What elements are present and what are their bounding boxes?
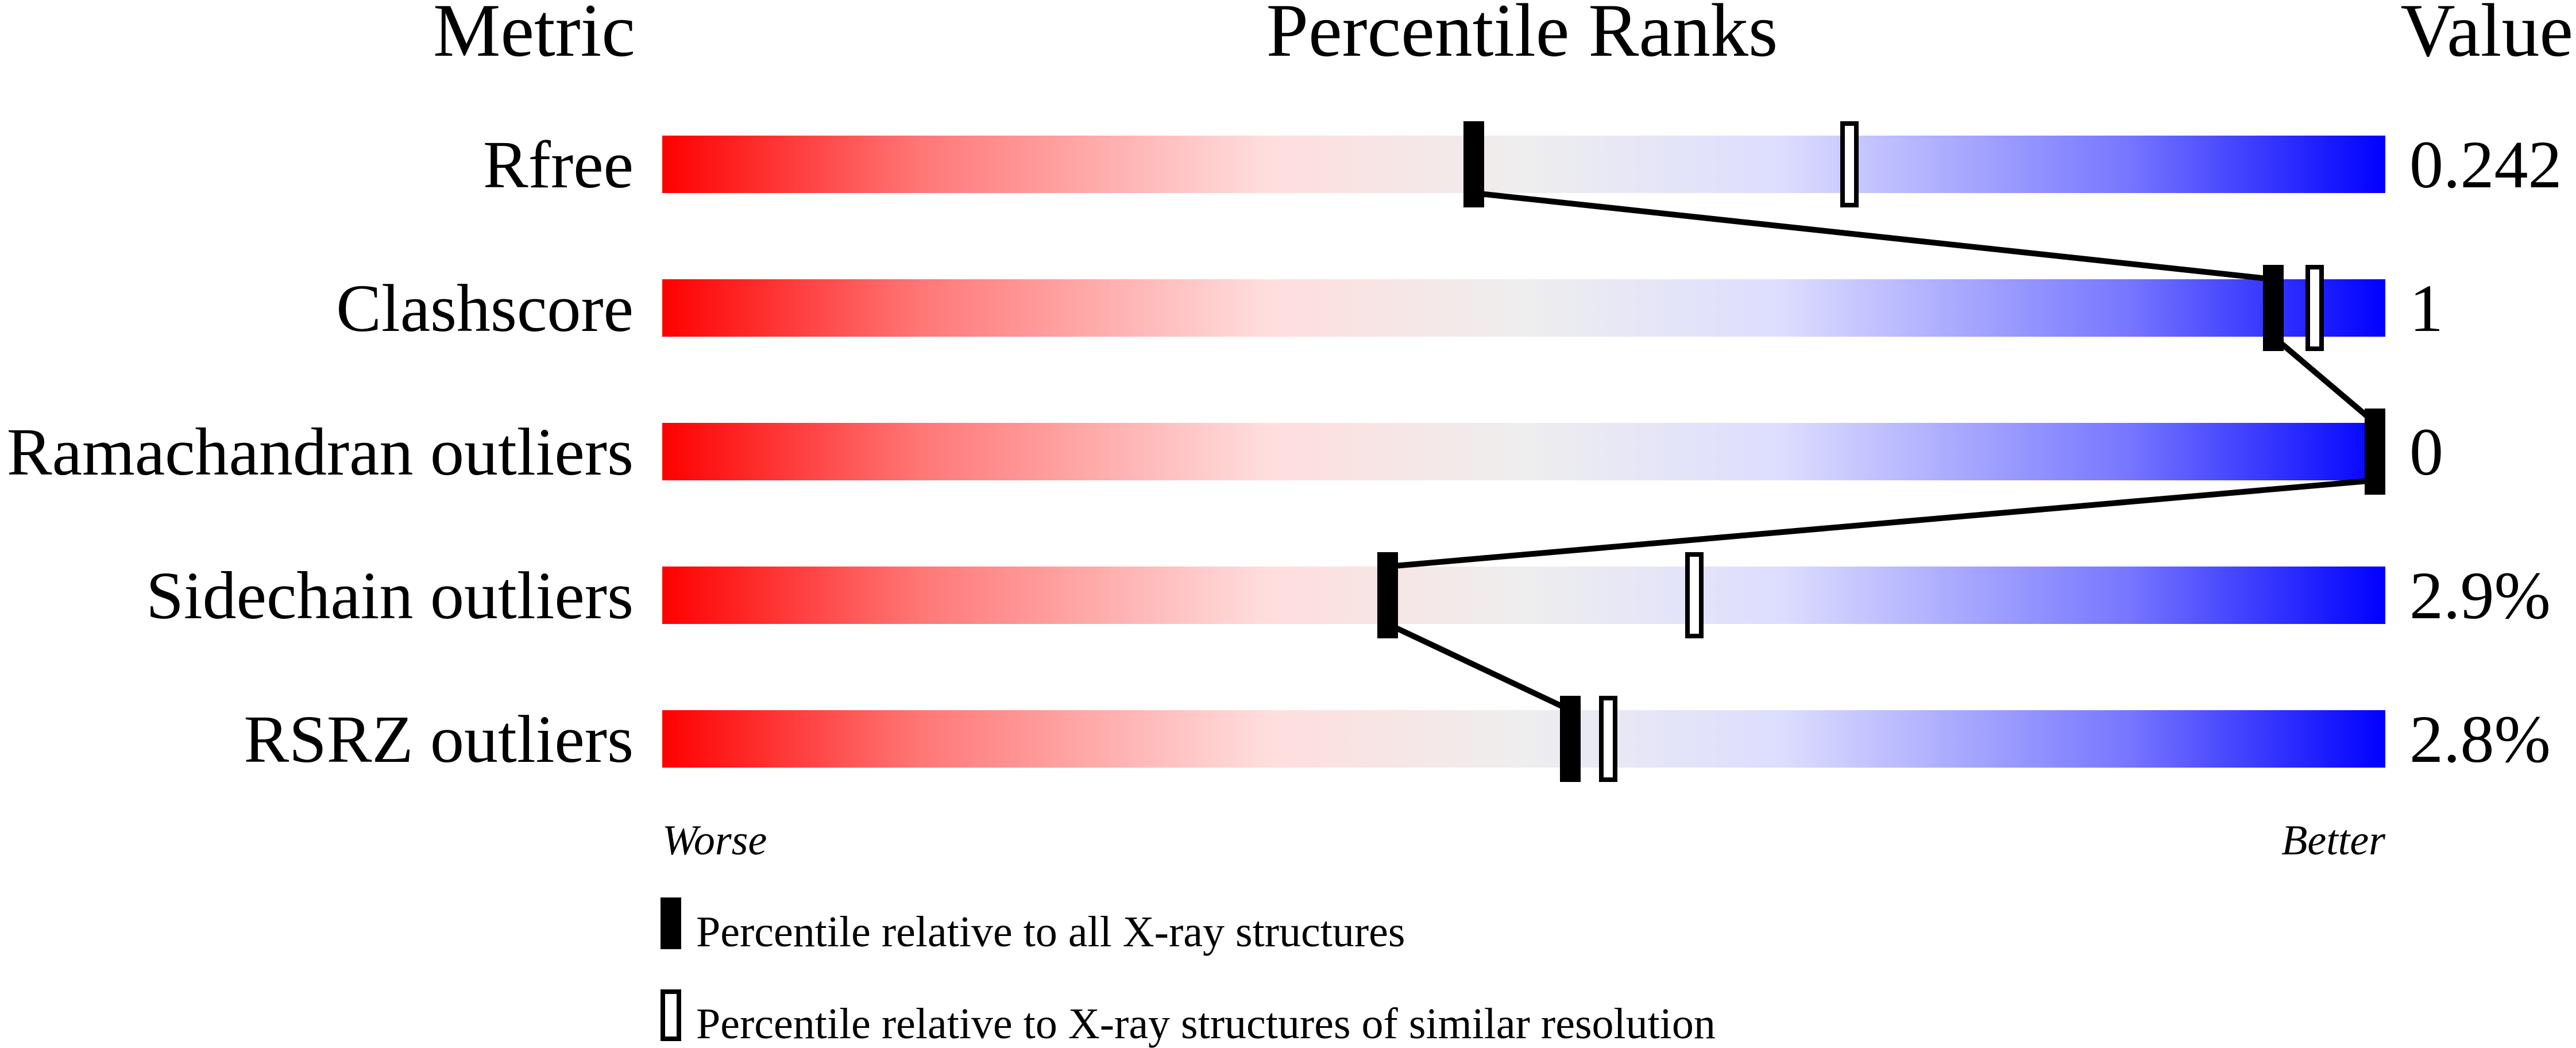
legend-hollow-marker-icon bbox=[661, 989, 681, 1041]
metric-label: RSRZ outliers bbox=[244, 702, 634, 777]
metric-value: 0 bbox=[2409, 414, 2443, 490]
marker-all-structures bbox=[1377, 552, 1398, 638]
marker-similar-resolution bbox=[1685, 552, 1704, 638]
percentile-bar bbox=[662, 136, 2385, 193]
metric-label: Ramachandran outliers bbox=[7, 414, 634, 490]
percentile-bar bbox=[662, 279, 2385, 337]
marker-all-structures bbox=[1560, 696, 1581, 782]
metric-label: Rfree bbox=[483, 127, 634, 202]
legend-all-structures: Percentile relative to all X-ray structu… bbox=[696, 908, 1405, 956]
metric-value: 2.9% bbox=[2409, 558, 2551, 633]
legend-similar-resolution: Percentile relative to X-ray structures … bbox=[696, 1000, 1716, 1048]
marker-all-structures bbox=[2263, 265, 2284, 351]
marker-similar-resolution bbox=[1840, 121, 1859, 207]
metric-value: 0.242 bbox=[2409, 127, 2562, 202]
header-metric: Metric bbox=[433, 0, 635, 72]
metric-value: 2.8% bbox=[2409, 702, 2551, 777]
header-value: Value bbox=[2400, 0, 2573, 72]
percentile-bar bbox=[662, 423, 2385, 480]
connector-line bbox=[1386, 621, 1572, 713]
marker-similar-resolution bbox=[2305, 265, 2324, 351]
percentile-bar bbox=[662, 710, 2385, 768]
connector-line bbox=[2271, 334, 2377, 425]
axis-label-better: Better bbox=[2281, 817, 2386, 864]
percentile-bar bbox=[662, 567, 2385, 624]
marker-all-structures bbox=[2365, 409, 2385, 495]
marker-similar-resolution bbox=[1599, 696, 1617, 782]
connector-line bbox=[1473, 190, 2274, 282]
connector-line bbox=[1387, 477, 2376, 569]
metric-label: Sidechain outliers bbox=[146, 558, 634, 633]
header-percentile-ranks: Percentile Ranks bbox=[1266, 0, 1778, 72]
metric-value: 1 bbox=[2409, 271, 2443, 346]
metric-label: Clashscore bbox=[336, 271, 634, 346]
axis-label-worse: Worse bbox=[662, 817, 767, 864]
marker-all-structures bbox=[1463, 121, 1484, 207]
legend-filled-marker-icon bbox=[661, 897, 681, 949]
